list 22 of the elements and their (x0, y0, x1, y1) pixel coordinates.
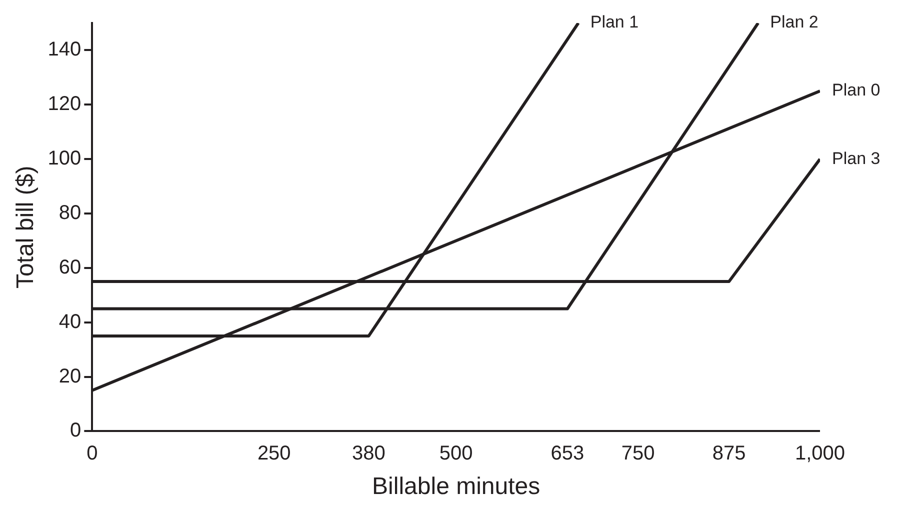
x-tick-label: 380 (352, 442, 386, 465)
y-tick-label: 80 (58, 202, 82, 224)
y-tick-label: 100 (48, 148, 82, 170)
y-tick-label: 60 (58, 256, 82, 278)
x-tick-label: 875 (712, 442, 746, 465)
x-tick-label: 500 (439, 442, 473, 465)
x-tick-label: 653 (550, 442, 584, 465)
x-axis-title: Billable minutes (372, 473, 540, 500)
y-tick-label: 120 (48, 93, 82, 116)
y-tick-label: 20 (58, 365, 82, 388)
series-label: Plan 2 (770, 12, 818, 32)
x-tick-label: 0 (86, 442, 98, 465)
x-tick-label: 250 (257, 442, 291, 465)
y-tick-label: 0 (70, 420, 82, 442)
x-tick-label: 750 (621, 442, 655, 465)
series-label: Plan 3 (832, 148, 880, 168)
series-label: Plan 1 (590, 12, 639, 32)
x-tick-label: 1,000 (794, 442, 846, 465)
y-tick-label: 140 (48, 38, 82, 61)
y-axis-title: Total bill ($) (12, 166, 40, 288)
series-label: Plan 0 (832, 80, 880, 100)
y-tick-label: 40 (58, 310, 82, 333)
